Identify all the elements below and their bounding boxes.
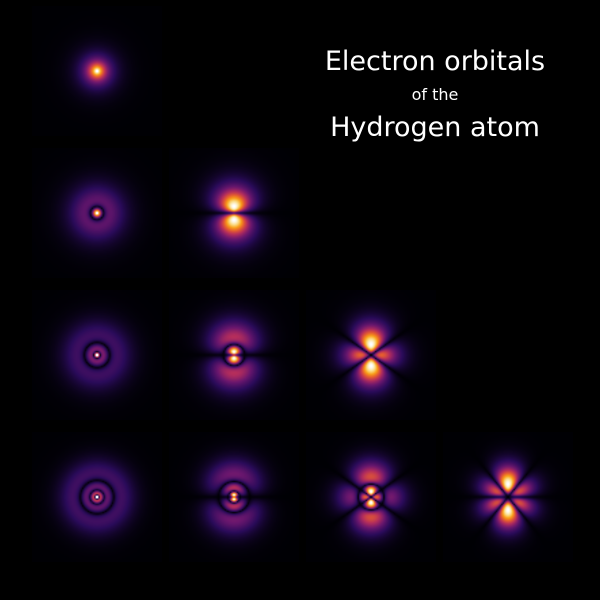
orbital-3d xyxy=(306,290,436,420)
title-line-1: Electron orbitals xyxy=(324,46,546,77)
title-line-3: Hydrogen atom xyxy=(330,112,540,143)
orbital-density-image xyxy=(169,290,299,420)
orbital-density-image xyxy=(32,148,162,278)
orbital-density-image xyxy=(169,148,299,278)
orbital-2p xyxy=(169,148,299,278)
orbital-4p xyxy=(169,432,299,562)
orbital-3s xyxy=(32,290,162,420)
orbital-density-image xyxy=(32,432,162,562)
orbital-3p xyxy=(169,290,299,420)
orbital-4d xyxy=(306,432,436,562)
orbital-density-image xyxy=(169,432,299,562)
orbital-density-image xyxy=(32,6,162,136)
orbital-density-image xyxy=(32,290,162,420)
orbital-density-image xyxy=(306,290,436,420)
orbital-4s xyxy=(32,432,162,562)
orbital-4f xyxy=(443,432,573,562)
orbital-density-image xyxy=(306,432,436,562)
orbital-density-image xyxy=(443,432,573,562)
orbital-2s xyxy=(32,148,162,278)
title-line-2: of the xyxy=(411,85,459,104)
orbital-1s xyxy=(32,6,162,136)
page-title: Electron orbitals of the Hydrogen atom xyxy=(300,44,570,146)
